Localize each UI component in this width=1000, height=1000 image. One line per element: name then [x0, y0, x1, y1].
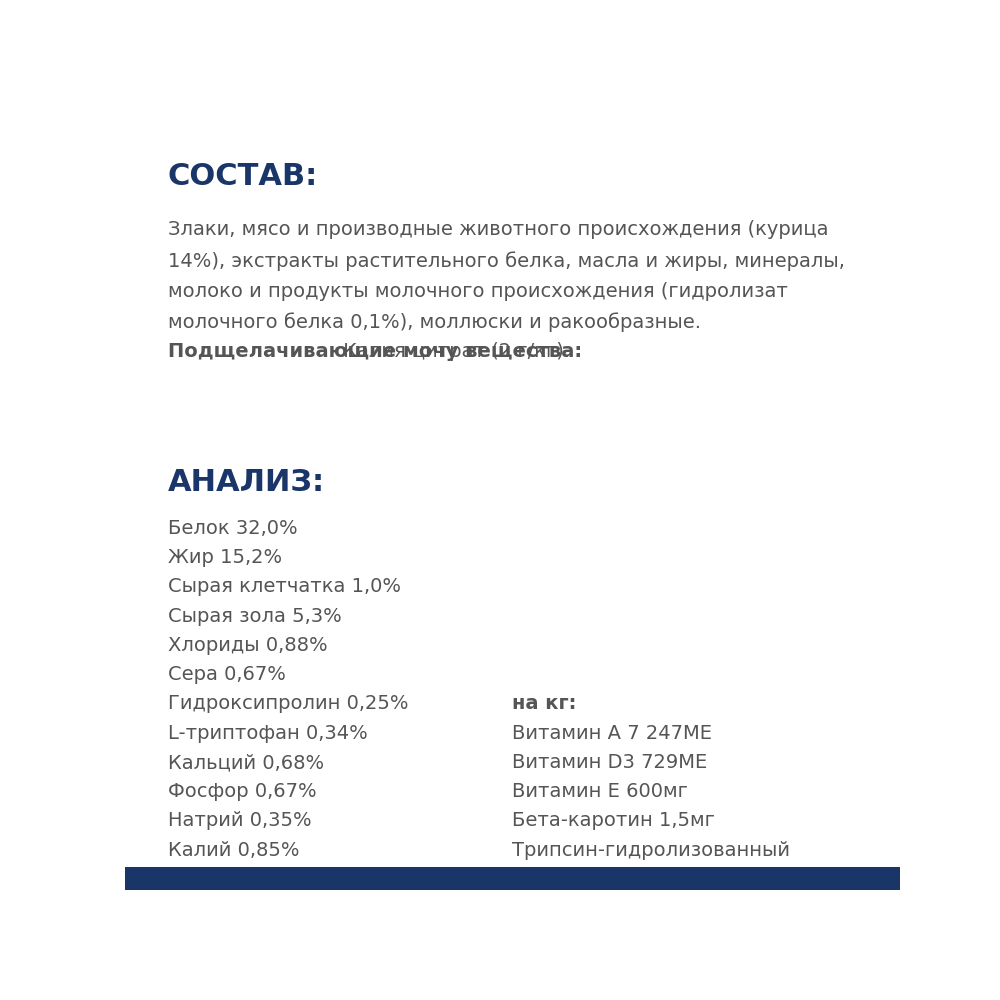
Text: Витамин А 7 247МЕ: Витамин А 7 247МЕ	[512, 724, 712, 743]
Text: Жир 15,2%: Жир 15,2%	[168, 548, 282, 567]
Text: L-триптофан 0,34%: L-триптофан 0,34%	[168, 724, 367, 743]
Text: Магний 0,07%: Магний 0,07%	[168, 870, 312, 889]
Text: на кг:: на кг:	[512, 694, 577, 713]
Text: 14%), экстракты растительного белка, масла и жиры, минералы,: 14%), экстракты растительного белка, мас…	[168, 251, 844, 271]
Text: Калия цитрат (2 г/кг).: Калия цитрат (2 г/кг).	[337, 342, 570, 361]
Bar	[125, 867, 900, 890]
Text: АНАЛИЗ:: АНАЛИЗ:	[168, 468, 325, 497]
Text: Гидроксипролин 0,25%: Гидроксипролин 0,25%	[168, 694, 408, 713]
Text: Злаки, мясо и производные животного происхождения (курица: Злаки, мясо и производные животного прои…	[168, 220, 828, 239]
Text: Калий 0,85%: Калий 0,85%	[168, 841, 299, 860]
Text: СОСТАВ:: СОСТАВ:	[168, 162, 318, 191]
Text: Фосфор 0,67%: Фосфор 0,67%	[168, 782, 316, 801]
Text: Сера 0,67%: Сера 0,67%	[168, 665, 286, 684]
Text: Витамин D3 729МЕ: Витамин D3 729МЕ	[512, 753, 708, 772]
Text: Сырая клетчатка 1,0%: Сырая клетчатка 1,0%	[168, 577, 401, 596]
Text: казеин КРС 1 038мг: казеин КРС 1 038мг	[512, 870, 716, 889]
Text: молочного белка 0,1%), моллюски и ракообразные.: молочного белка 0,1%), моллюски и ракооб…	[168, 312, 701, 332]
Text: молоко и продукты молочного происхождения (гидролизат: молоко и продукты молочного происхождени…	[168, 282, 788, 301]
Text: Сырая зола 5,3%: Сырая зола 5,3%	[168, 607, 341, 626]
Text: Бета-каротин 1,5мг: Бета-каротин 1,5мг	[512, 811, 715, 830]
Text: Натрий 0,35%: Натрий 0,35%	[168, 811, 311, 830]
Text: Хлориды 0,88%: Хлориды 0,88%	[168, 636, 327, 655]
Text: Трипсин-гидролизованный: Трипсин-гидролизованный	[512, 841, 790, 860]
Text: Кальций 0,68%: Кальций 0,68%	[168, 753, 324, 772]
Text: Белок 32,0%: Белок 32,0%	[168, 519, 297, 538]
Text: Подщелачивающие мочу вещества:: Подщелачивающие мочу вещества:	[168, 342, 582, 361]
Text: Витамин Е 600мг: Витамин Е 600мг	[512, 782, 688, 801]
